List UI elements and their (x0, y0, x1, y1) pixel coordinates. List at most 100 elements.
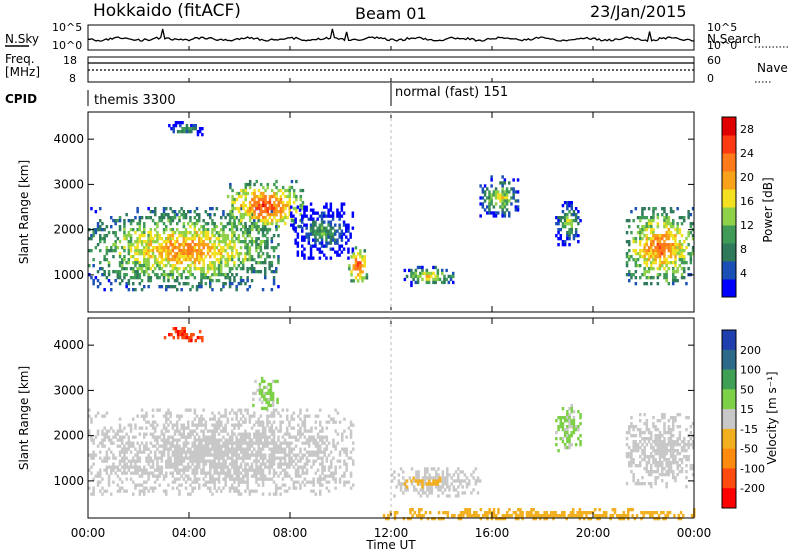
power-cell (222, 255, 225, 259)
velocity-cell (336, 432, 340, 436)
power-cell (574, 216, 578, 220)
velocity-cell (290, 441, 293, 445)
power-cell (192, 124, 195, 128)
velocity-cell (405, 479, 409, 483)
velocity-cell (279, 486, 282, 490)
velocity-cell (343, 447, 346, 451)
power-cell (643, 270, 646, 274)
power-cell (206, 267, 210, 271)
velocity-cell (239, 456, 243, 460)
power-cell (187, 210, 190, 214)
power-cell (158, 219, 161, 223)
power-cell (105, 276, 109, 280)
power-cell (563, 225, 567, 229)
velocity-cell (473, 514, 476, 518)
velocity-cell (154, 420, 157, 424)
velocity-cell (308, 459, 311, 463)
power-cell (217, 264, 221, 268)
power-cell (503, 202, 507, 206)
power-cell (645, 270, 649, 274)
power-cell (301, 203, 305, 208)
velocity-cell (691, 440, 695, 444)
velocity-cell (260, 400, 264, 405)
power-cell (494, 202, 498, 206)
velocity-cell (323, 435, 326, 439)
velocity-cell (224, 429, 227, 433)
power-cell (160, 285, 164, 289)
power-cell (566, 222, 569, 226)
power-cell (123, 258, 126, 262)
velocity-cell (650, 473, 653, 477)
velocity-cell (198, 330, 202, 334)
power-cell (557, 222, 560, 226)
power-cell (251, 206, 254, 211)
power-cell (645, 222, 649, 226)
velocity-cell (174, 330, 178, 334)
velocity-cell (195, 447, 199, 451)
power-cell (253, 221, 256, 226)
power-cell (354, 267, 358, 271)
velocity-cell (672, 434, 675, 438)
power-cell (257, 200, 261, 205)
velocity-cell (421, 488, 425, 492)
power-cell (266, 240, 269, 244)
noise-panel: N.Sky N.Search 10^5 10^0 10^5 10^0 (5, 21, 790, 52)
velocity-cell (680, 467, 684, 471)
power-cell (320, 238, 324, 242)
power-cell (138, 276, 142, 280)
power-cell (167, 234, 170, 238)
velocity-cell (264, 453, 267, 457)
velocity-cell (202, 423, 205, 427)
velocity-cell (691, 464, 695, 468)
power-cell (419, 271, 422, 276)
velocity-cell (470, 514, 474, 518)
velocity-cell (116, 483, 120, 487)
power-cell (187, 127, 191, 131)
velocity-cell (654, 479, 657, 483)
velocity-cell (269, 382, 273, 387)
velocity-cell (572, 514, 575, 518)
velocity-cell (96, 411, 100, 415)
power-cell (114, 249, 117, 253)
velocity-cell (283, 468, 287, 472)
velocity-cell (165, 489, 168, 493)
power-cell (191, 273, 194, 277)
power-cell (190, 130, 193, 134)
power-cell (149, 210, 153, 214)
velocity-cell (265, 406, 268, 411)
velocity-cell (687, 416, 690, 420)
velocity-cell (645, 470, 649, 474)
power-cell (198, 219, 201, 223)
velocity-cell (169, 465, 172, 469)
velocity-cell (541, 514, 544, 518)
power-cell (307, 238, 311, 242)
velocity-cell (233, 423, 236, 427)
power-cell (202, 231, 205, 235)
power-cell (680, 246, 684, 250)
power-cell (92, 282, 95, 286)
velocity-cell (430, 488, 434, 492)
power-cell (434, 277, 437, 282)
velocity-cell (248, 447, 252, 451)
x-axis-label: Time UT (365, 538, 416, 552)
velocity-cell (160, 456, 164, 460)
velocity-cell (643, 482, 646, 486)
power-cell (665, 219, 668, 223)
power-cell (107, 261, 111, 265)
velocity-cell (226, 456, 230, 460)
velocity-cell (129, 459, 133, 463)
power-cell (408, 268, 411, 273)
velocity-cell (178, 453, 181, 457)
velocity-cell (292, 417, 296, 421)
velocity-cell (352, 447, 355, 451)
power-cell (237, 234, 241, 238)
velocity-cell (201, 339, 204, 343)
power-cell (634, 240, 638, 244)
power-cell (427, 277, 431, 282)
power-cell (674, 243, 677, 247)
velocity-cell (279, 471, 282, 475)
velocity-cell (636, 443, 640, 447)
power-cell (246, 288, 249, 292)
power-cell (149, 240, 153, 244)
power-cell (103, 237, 106, 241)
